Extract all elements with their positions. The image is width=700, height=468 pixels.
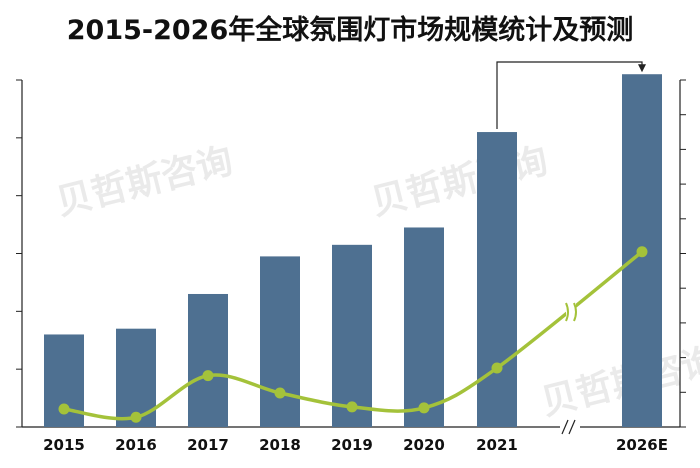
- line-point: [491, 362, 503, 374]
- line-point: [636, 246, 648, 258]
- watermark-text: 贝哲斯咨询: [537, 340, 700, 423]
- line-point: [346, 401, 358, 413]
- x-tick-label: 2020: [403, 436, 445, 454]
- axis-break-mark: [568, 419, 576, 435]
- x-tick-label: 2021: [476, 436, 518, 454]
- x-tick-label: 2026E: [616, 436, 668, 454]
- line-break-mark: [573, 302, 577, 322]
- x-tick-label: 2019: [331, 436, 373, 454]
- line-point: [418, 402, 430, 414]
- line-path: [63, 250, 644, 421]
- watermark-text: 贝哲斯咨询: [52, 140, 237, 223]
- x-tick-label: 2017: [187, 436, 229, 454]
- growth-arrow: [496, 61, 643, 130]
- watermark-text: 贝哲斯咨询: [367, 140, 552, 223]
- line-break-mark: [565, 302, 569, 322]
- x-tick-labels: 2015 2016 2017 2018 2019 2020 2021 2026E: [43, 436, 668, 454]
- line-point: [58, 403, 70, 415]
- bar: [404, 227, 444, 427]
- axis-break-mark: [561, 419, 569, 435]
- x-tick-label: 2016: [115, 436, 157, 454]
- bar: [260, 256, 300, 427]
- bar: [188, 293, 228, 427]
- line-point: [274, 387, 286, 399]
- bar: [332, 244, 372, 427]
- bar-series: [44, 74, 662, 428]
- chart-title: 2015-2026年全球氛围灯市场规模统计及预测: [66, 15, 634, 46]
- x-tick-label: 2018: [259, 436, 301, 454]
- line-series: [58, 246, 648, 423]
- line-break-gap: [566, 302, 576, 322]
- line-point: [130, 411, 142, 423]
- x-tick-label: 2015: [43, 436, 85, 454]
- chart-axes: [16, 61, 686, 435]
- line-point: [202, 370, 214, 382]
- bar: [477, 132, 517, 428]
- growth-arrow-head: [638, 64, 646, 73]
